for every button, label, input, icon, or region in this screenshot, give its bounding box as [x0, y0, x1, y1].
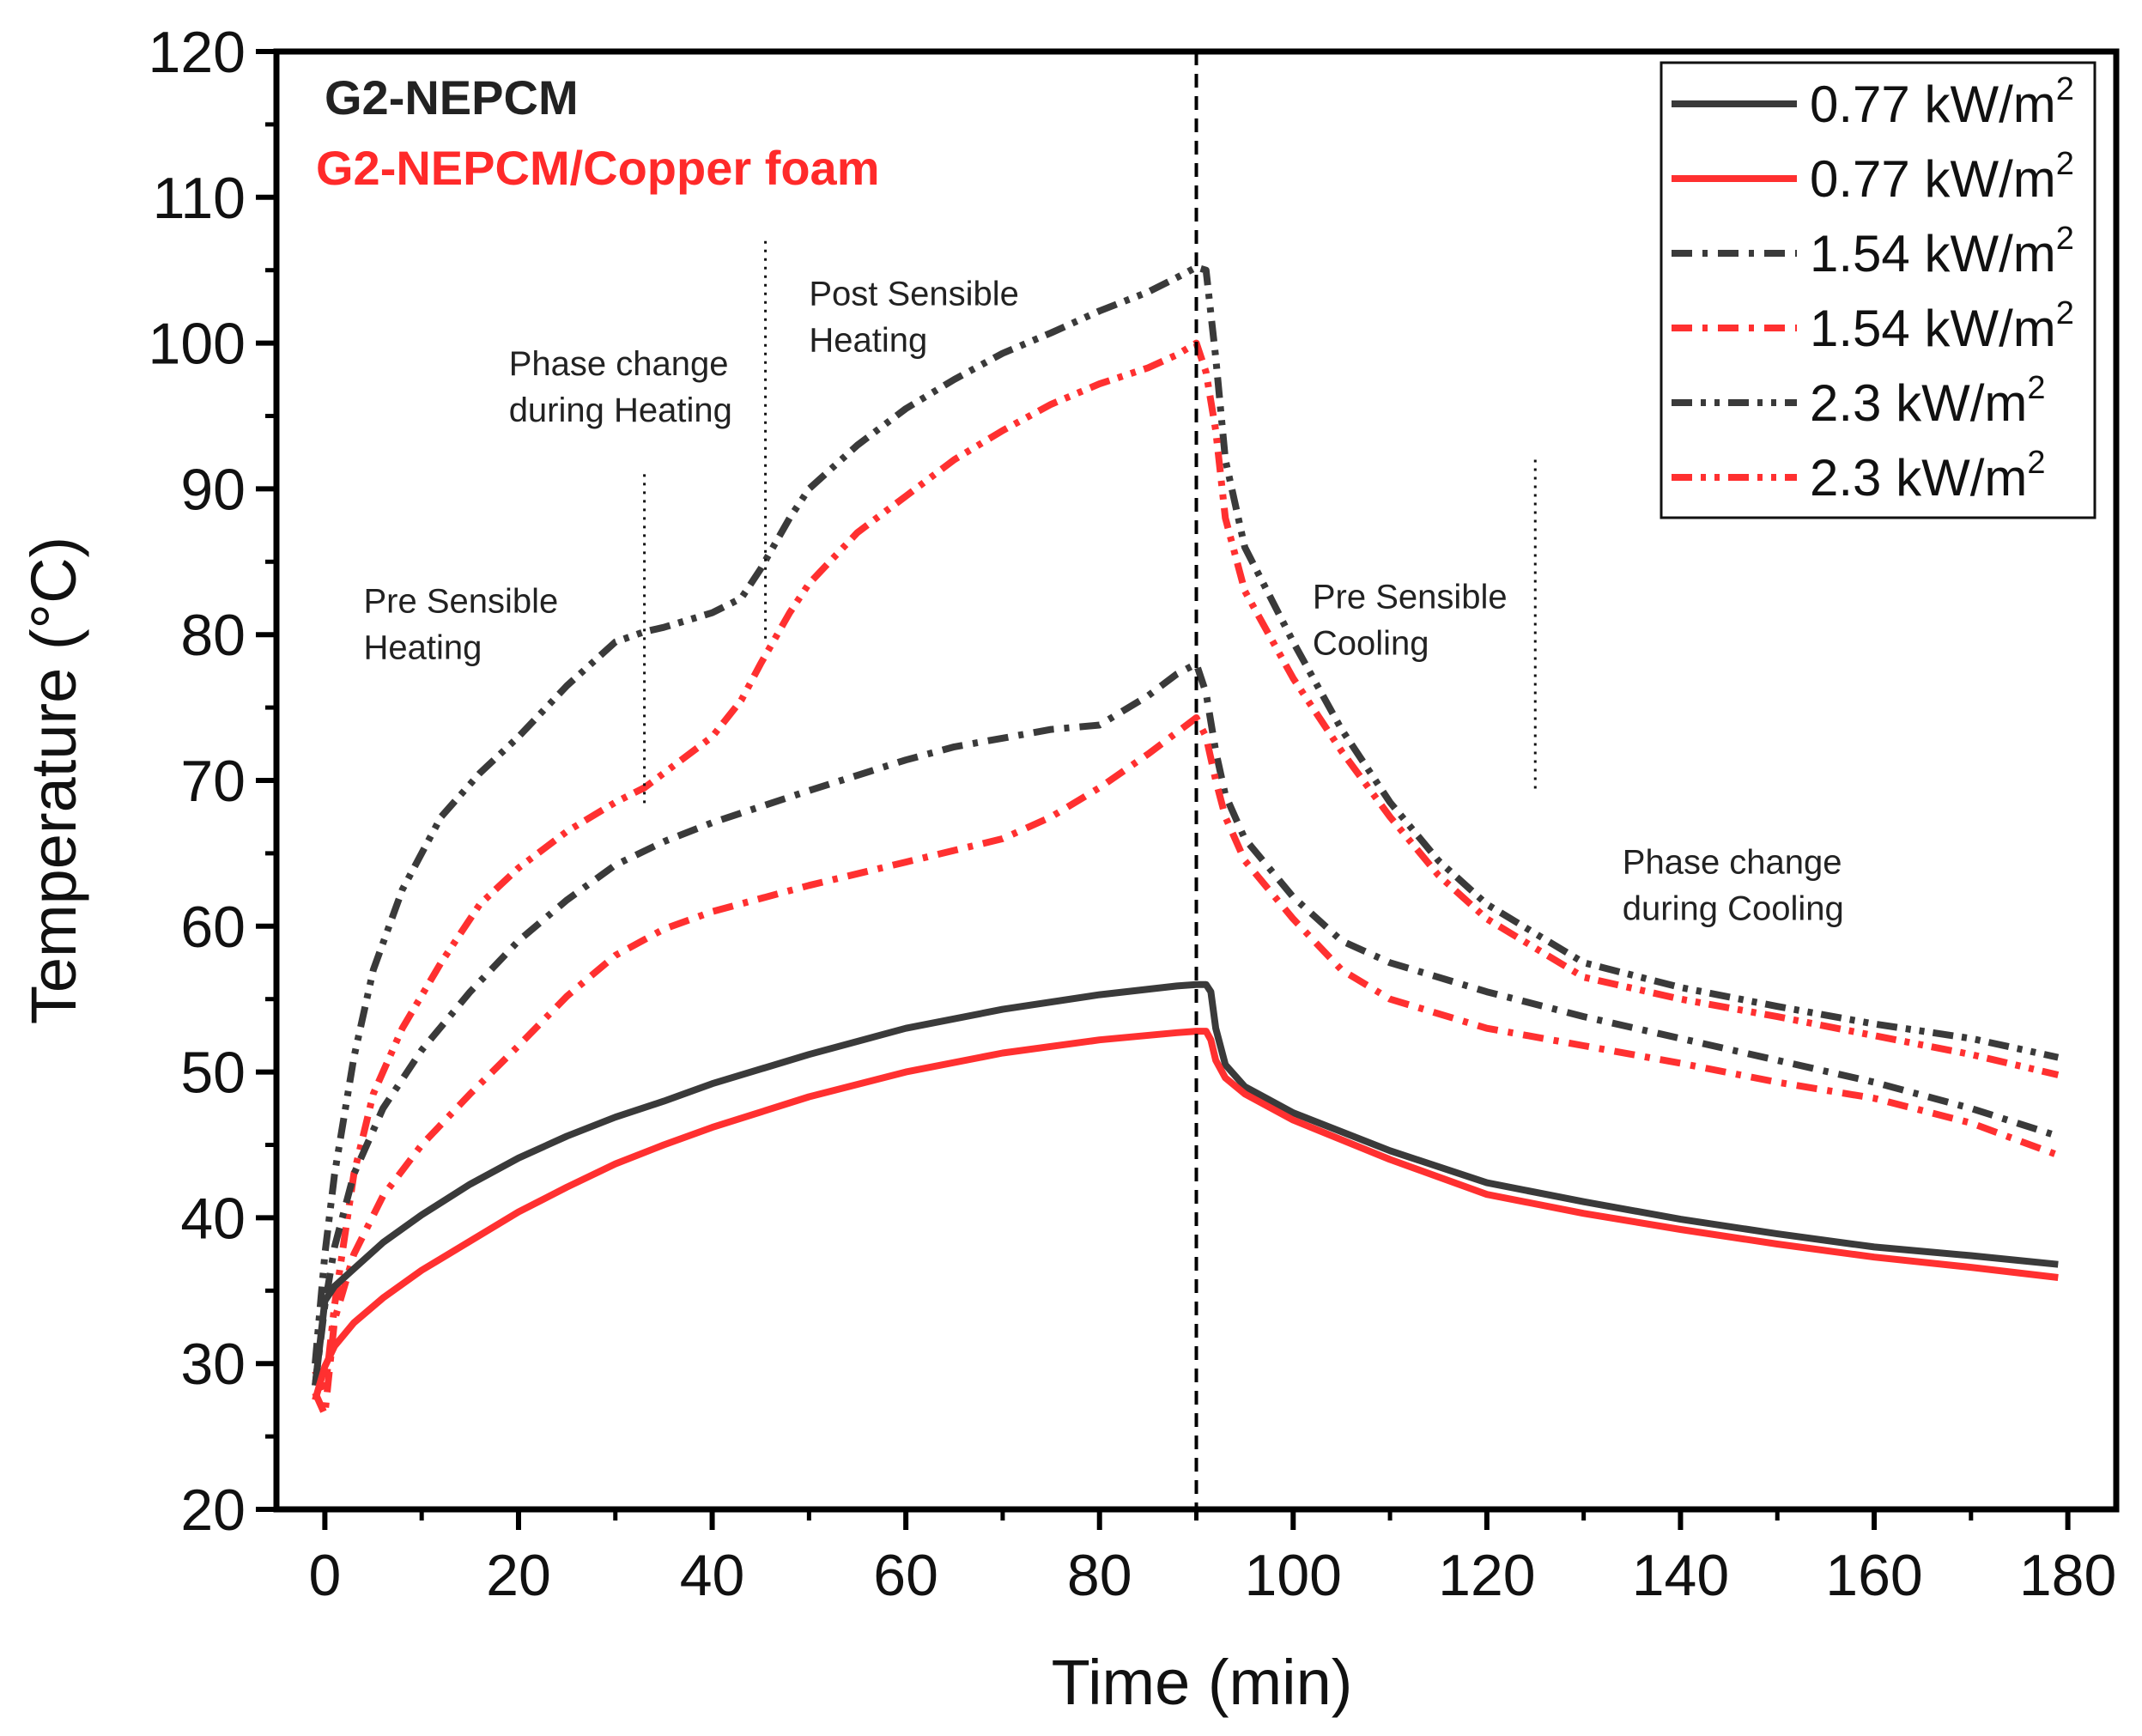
- legend-item: 2.3 kW/m2: [1672, 445, 2046, 507]
- y-tick-label: 110: [153, 166, 246, 231]
- annotation-line: Phase change: [1623, 844, 1842, 882]
- x-axis-title: Time (min): [1052, 1647, 1353, 1718]
- legend-item: 1.54 kW/m2: [1672, 295, 2074, 357]
- annotation-layer: Pre Sensible Heating Phase change during He…: [364, 275, 1844, 927]
- x-axis-ticks: 0 20 40 60 80 100 120 140 160 180: [308, 1509, 2116, 1608]
- x-tick-label: 100: [1245, 1543, 1342, 1608]
- stage-annotation: Phase change during Heating: [509, 345, 732, 429]
- y-axis-title: Temperature (°C): [18, 537, 89, 1024]
- legend-label: 0.77 kW/m2: [1810, 71, 2074, 133]
- group-label-copper-foam: G2-NEPCM/Copper foam: [316, 141, 880, 195]
- legend-box: [1660, 61, 2096, 519]
- annotation-line: Pre Sensible: [1313, 579, 1508, 616]
- stage-annotation: Pre Sensible Cooling: [1313, 579, 1508, 663]
- y-tick-label: 120: [149, 20, 246, 85]
- x-tick-label: 140: [1632, 1543, 1729, 1608]
- y-tick-label: 100: [149, 312, 246, 377]
- y-tick-label: 50: [180, 1041, 246, 1106]
- x-tick-label: 120: [1438, 1543, 1535, 1608]
- x-tick-label: 40: [680, 1543, 745, 1608]
- x-tick-label: 60: [873, 1543, 938, 1608]
- series-line-0-77-copper-foam: [312, 1028, 2059, 1401]
- stage-annotation: Pre Sensible Heating: [364, 583, 559, 667]
- legend-label: 1.54 kW/m2: [1810, 295, 2074, 357]
- legend-label: 2.3 kW/m2: [1810, 445, 2046, 507]
- x-tick-label: 80: [1067, 1543, 1132, 1608]
- legend-label: 2.3 kW/m2: [1810, 370, 2046, 432]
- y-tick-label: 60: [180, 895, 246, 960]
- stage-annotation: Post Sensible Heating: [809, 275, 1019, 359]
- annotation-line: Heating: [364, 629, 482, 667]
- x-tick-label: 180: [2019, 1543, 2116, 1608]
- series-line-0-77-nepcm: [312, 980, 2059, 1387]
- annotation-line: Post Sensible: [809, 275, 1019, 313]
- y-tick-label: 30: [180, 1332, 246, 1397]
- legend-item: 1.54 kW/m2: [1672, 221, 2074, 282]
- y-axis-ticks: 20 30 40 50 60 70 80 90 100 110 120: [149, 20, 276, 1543]
- x-tick-label: 0: [308, 1543, 341, 1608]
- annotation-line: Cooling: [1313, 625, 1429, 663]
- annotation-line: Pre Sensible: [364, 583, 559, 621]
- y-tick-label: 90: [180, 457, 246, 522]
- legend: 0.77 kW/m2 0.77 kW/m2 1.54 kW/m2 1.54 kW/m2…: [1660, 61, 2096, 519]
- legend-item: 0.77 kW/m2: [1672, 146, 2074, 208]
- series-line-2-3-copper-foam: [312, 339, 2060, 1397]
- y-tick-label: 40: [180, 1186, 246, 1251]
- legend-label: 0.77 kW/m2: [1810, 146, 2074, 208]
- series-line-1-54-nepcm: [312, 660, 2060, 1387]
- series-layer: [312, 264, 2060, 1418]
- legend-item: 2.3 kW/m2: [1672, 370, 2046, 432]
- x-tick-label: 20: [486, 1543, 551, 1608]
- annotation-line: Phase change: [509, 345, 729, 383]
- annotation-line: Heating: [809, 321, 927, 359]
- stage-annotation: Phase change during Cooling: [1623, 844, 1844, 928]
- annotation-line: during Heating: [509, 392, 732, 429]
- y-tick-label: 80: [180, 603, 246, 668]
- group-label-g2-nepcm: G2-NEPCM: [325, 70, 579, 124]
- legend-rows: 0.77 kW/m2 0.77 kW/m2 1.54 kW/m2 1.54 kW/m2…: [1672, 71, 2074, 507]
- annotation-line: during Cooling: [1623, 890, 1844, 928]
- y-tick-label: 20: [180, 1478, 246, 1543]
- stage-marker-layer: [643, 52, 1537, 1509]
- y-tick-label: 70: [180, 749, 246, 814]
- x-tick-label: 160: [1825, 1543, 1922, 1608]
- legend-item: 0.77 kW/m2: [1672, 71, 2074, 133]
- series-line-2-3-nepcm: [312, 264, 2060, 1364]
- legend-label: 1.54 kW/m2: [1810, 221, 2074, 282]
